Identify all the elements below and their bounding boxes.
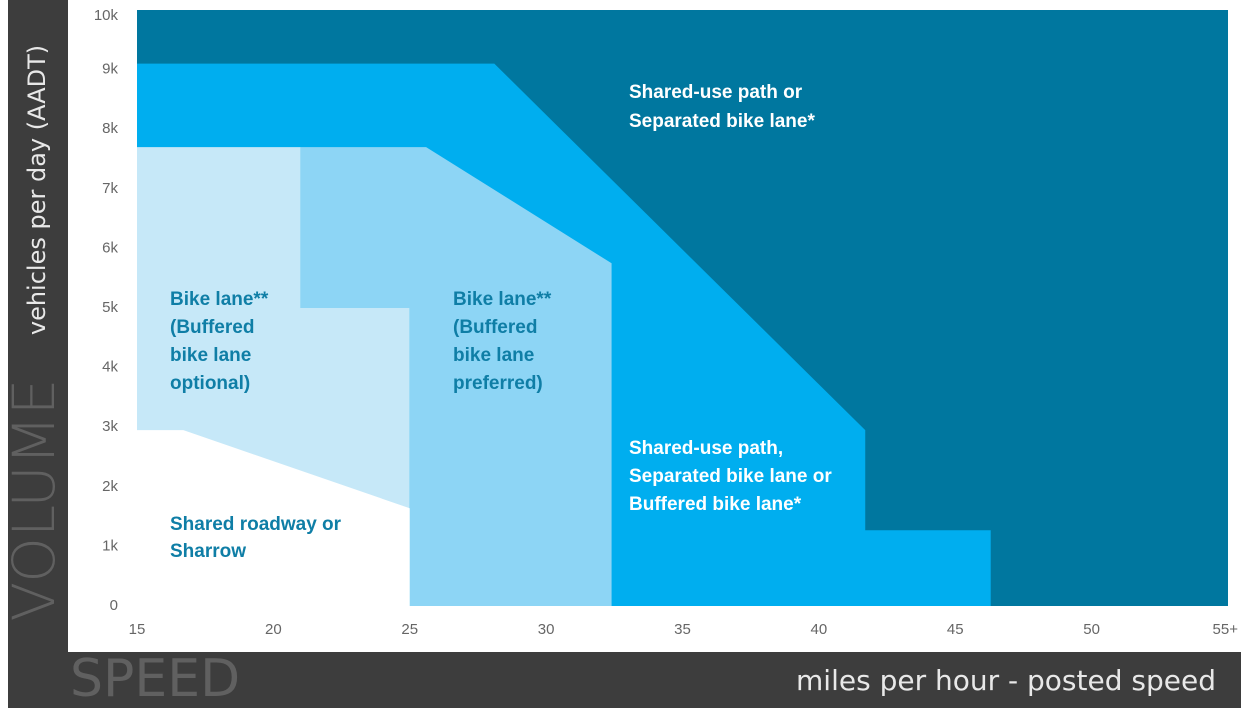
y-tick-label: 9k	[102, 61, 118, 78]
y-tick-label: 10k	[94, 7, 119, 24]
region	[300, 147, 612, 606]
y-tick-label: 8k	[102, 120, 118, 137]
x-axis-title: SPEED	[70, 649, 240, 708]
x-band	[8, 652, 1241, 708]
x-tick-label: 50	[1083, 621, 1100, 638]
x-tick-label: 20	[265, 621, 282, 638]
region-label: optional)	[170, 373, 250, 394]
x-tick-label: 55+	[1213, 621, 1239, 638]
x-tick-label: 25	[401, 621, 418, 638]
region	[137, 430, 410, 606]
region-label: Separated bike lane or	[629, 466, 832, 487]
region-label: preferred)	[453, 373, 543, 394]
region-label: Shared-use path or	[629, 82, 803, 103]
y-tick-label: 3k	[102, 418, 118, 435]
y-axis-label: vehicles per day (AADT)	[23, 45, 51, 335]
region-label: bike lane	[453, 345, 534, 366]
region-label: (Buffered	[170, 317, 254, 338]
region-label: Shared roadway or	[170, 514, 342, 535]
x-tick-label: 15	[129, 621, 146, 638]
region-label: Sharrow	[170, 541, 246, 562]
x-tick-label: 40	[811, 621, 828, 638]
y-tick-label: 4k	[102, 359, 118, 376]
y-tick-label: 2k	[102, 478, 118, 495]
region-label: Bike lane**	[170, 289, 269, 310]
y-tick-label: 1k	[102, 537, 118, 554]
y-tick-label: 6k	[102, 239, 118, 256]
y-tick-label: 5k	[102, 299, 118, 316]
region-label: Buffered bike lane*	[629, 494, 802, 515]
y-tick-label: 0	[110, 597, 118, 614]
x-axis-label: miles per hour - posted speed	[796, 664, 1216, 697]
y-tick-label: 7k	[102, 180, 118, 197]
region-label: Bike lane**	[453, 289, 552, 310]
region-label: Separated bike lane*	[629, 111, 815, 132]
x-tick-label: 30	[538, 621, 555, 638]
region-label: Shared-use path,	[629, 438, 783, 459]
x-tick-label: 35	[674, 621, 691, 638]
x-tick-label: 45	[947, 621, 964, 638]
y-axis-title: VOLUME	[0, 379, 68, 622]
y-band	[8, 0, 68, 708]
region-label: bike lane	[170, 345, 251, 366]
region-label: (Buffered	[453, 317, 537, 338]
